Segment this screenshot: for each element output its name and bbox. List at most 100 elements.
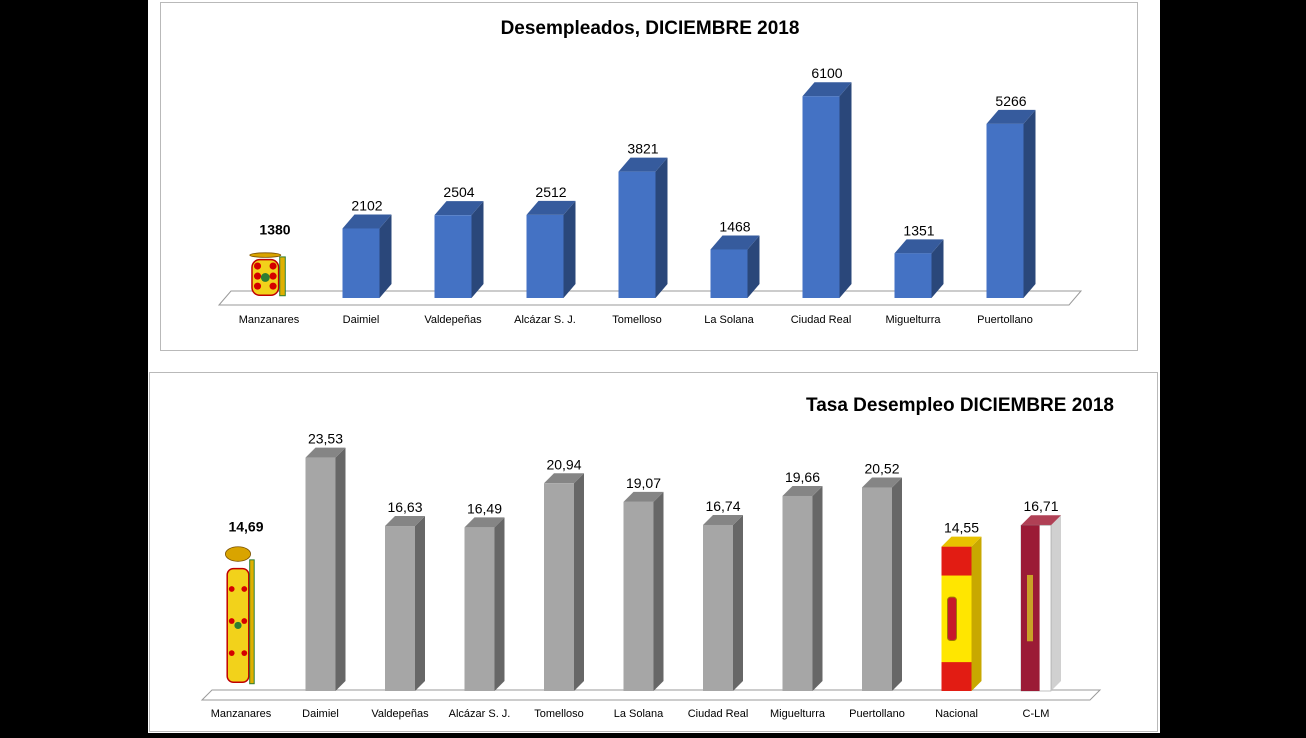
category-label: Valdepeñas	[371, 708, 429, 720]
coat-cross	[253, 272, 262, 280]
category-label: Nacional	[935, 708, 978, 720]
category-label: Alcázar S. J.	[514, 314, 576, 326]
coat-cross	[253, 282, 262, 290]
flag-red-bottom	[941, 662, 972, 691]
bar-front	[526, 214, 564, 298]
category-label: La Solana	[704, 314, 754, 326]
bar-front	[434, 215, 472, 298]
bar-top	[894, 239, 944, 254]
chart-title: Desempleados, DICIEMBRE 2018	[501, 18, 800, 39]
value-label: 2504	[443, 184, 474, 200]
bar-side	[892, 477, 902, 691]
bar-front	[464, 527, 495, 691]
coat-crown	[249, 252, 282, 258]
bar-side	[747, 235, 760, 298]
bar-front	[623, 501, 654, 691]
value-label: 1380	[259, 221, 290, 237]
bar-top	[526, 200, 576, 215]
bar-side	[839, 82, 852, 298]
value-label: 14,55	[944, 520, 979, 536]
category-label: Tomelloso	[612, 314, 662, 326]
bar-top	[305, 447, 346, 458]
coat-cross	[228, 618, 235, 624]
bar-side	[563, 200, 576, 298]
value-label: 3821	[627, 141, 658, 157]
value-label: 2512	[535, 184, 566, 200]
bar-6	[710, 235, 760, 298]
bar-front	[710, 249, 748, 298]
category-label: Miguelturra	[770, 708, 826, 720]
category-label: Ciudad Real	[791, 314, 852, 326]
flag-red-top	[941, 546, 972, 576]
value-label: 16,71	[1023, 498, 1058, 514]
bar-front	[385, 526, 415, 691]
bar-top	[434, 201, 484, 216]
value-label: 19,07	[626, 475, 661, 491]
value-label: 14,69	[228, 518, 263, 534]
coat-cross	[269, 272, 277, 280]
bar-top	[941, 536, 982, 547]
coat-ribbon	[249, 559, 255, 685]
bar-front	[544, 483, 574, 691]
coat-cross	[241, 586, 248, 592]
bar-top	[544, 473, 584, 484]
bar-top	[385, 516, 425, 527]
coat-ribbon	[279, 256, 286, 297]
bar-4	[526, 200, 576, 298]
chart-title: Tasa Desempleo DICIEMBRE 2018	[806, 395, 1114, 416]
bar-side	[733, 514, 743, 691]
value-label: 5266	[995, 93, 1026, 109]
bar-top	[782, 485, 823, 496]
value-label: 16,49	[467, 500, 502, 516]
bar-1	[225, 546, 255, 685]
coat-cross	[228, 650, 235, 656]
bar-top	[703, 514, 743, 525]
bar-side	[655, 157, 668, 298]
bar-front	[342, 228, 380, 298]
flag-coat	[947, 596, 957, 641]
coat-cross	[241, 618, 248, 624]
bar-side	[335, 447, 346, 691]
chart-desempleados: Desempleados, DICIEMBRE 2018 1380 Manzanar…	[160, 2, 1138, 351]
bar-5	[618, 157, 668, 298]
flag-castle	[1027, 574, 1033, 642]
value-label: 1468	[719, 218, 750, 234]
bar-top	[862, 477, 902, 488]
bar-front	[986, 123, 1024, 298]
bar-side	[653, 491, 664, 691]
bar-side	[415, 516, 425, 691]
category-label: La Solana	[614, 708, 664, 720]
bar-side	[379, 214, 392, 298]
value-label: 19,66	[785, 469, 820, 485]
bar-5	[544, 473, 584, 691]
bar-1	[249, 252, 286, 297]
value-label: 23,53	[308, 431, 343, 447]
bar-side	[1023, 109, 1036, 298]
coat-cross	[269, 262, 277, 270]
bar-11	[1020, 515, 1061, 692]
category-label: Daimiel	[343, 314, 380, 326]
bar-2	[305, 447, 346, 691]
bar-top	[618, 157, 668, 172]
bar-front	[305, 457, 336, 691]
category-label: C-LM	[1023, 708, 1050, 720]
bar-side	[971, 536, 982, 691]
bar-side	[471, 201, 484, 298]
bar-top	[342, 214, 392, 229]
coat-cross	[228, 586, 235, 592]
bar-top	[802, 82, 852, 97]
category-label: Ciudad Real	[688, 708, 749, 720]
bar-7	[802, 82, 852, 298]
coat-center	[234, 621, 242, 630]
category-label: Tomelloso	[534, 708, 584, 720]
bar-side	[812, 485, 823, 691]
bar-side	[1051, 515, 1061, 691]
category-label: Puertollano	[977, 314, 1033, 326]
bar-front	[862, 487, 892, 691]
bar-9	[986, 109, 1036, 298]
bar-side	[574, 473, 584, 691]
chart-tasa-desempleo-svg: Tasa Desempleo DICIEMBRE 2018 14,69 Manzan…	[200, 395, 1114, 720]
bar-9	[862, 477, 902, 691]
bar-3	[385, 516, 425, 691]
category-label: Miguelturra	[885, 314, 941, 326]
